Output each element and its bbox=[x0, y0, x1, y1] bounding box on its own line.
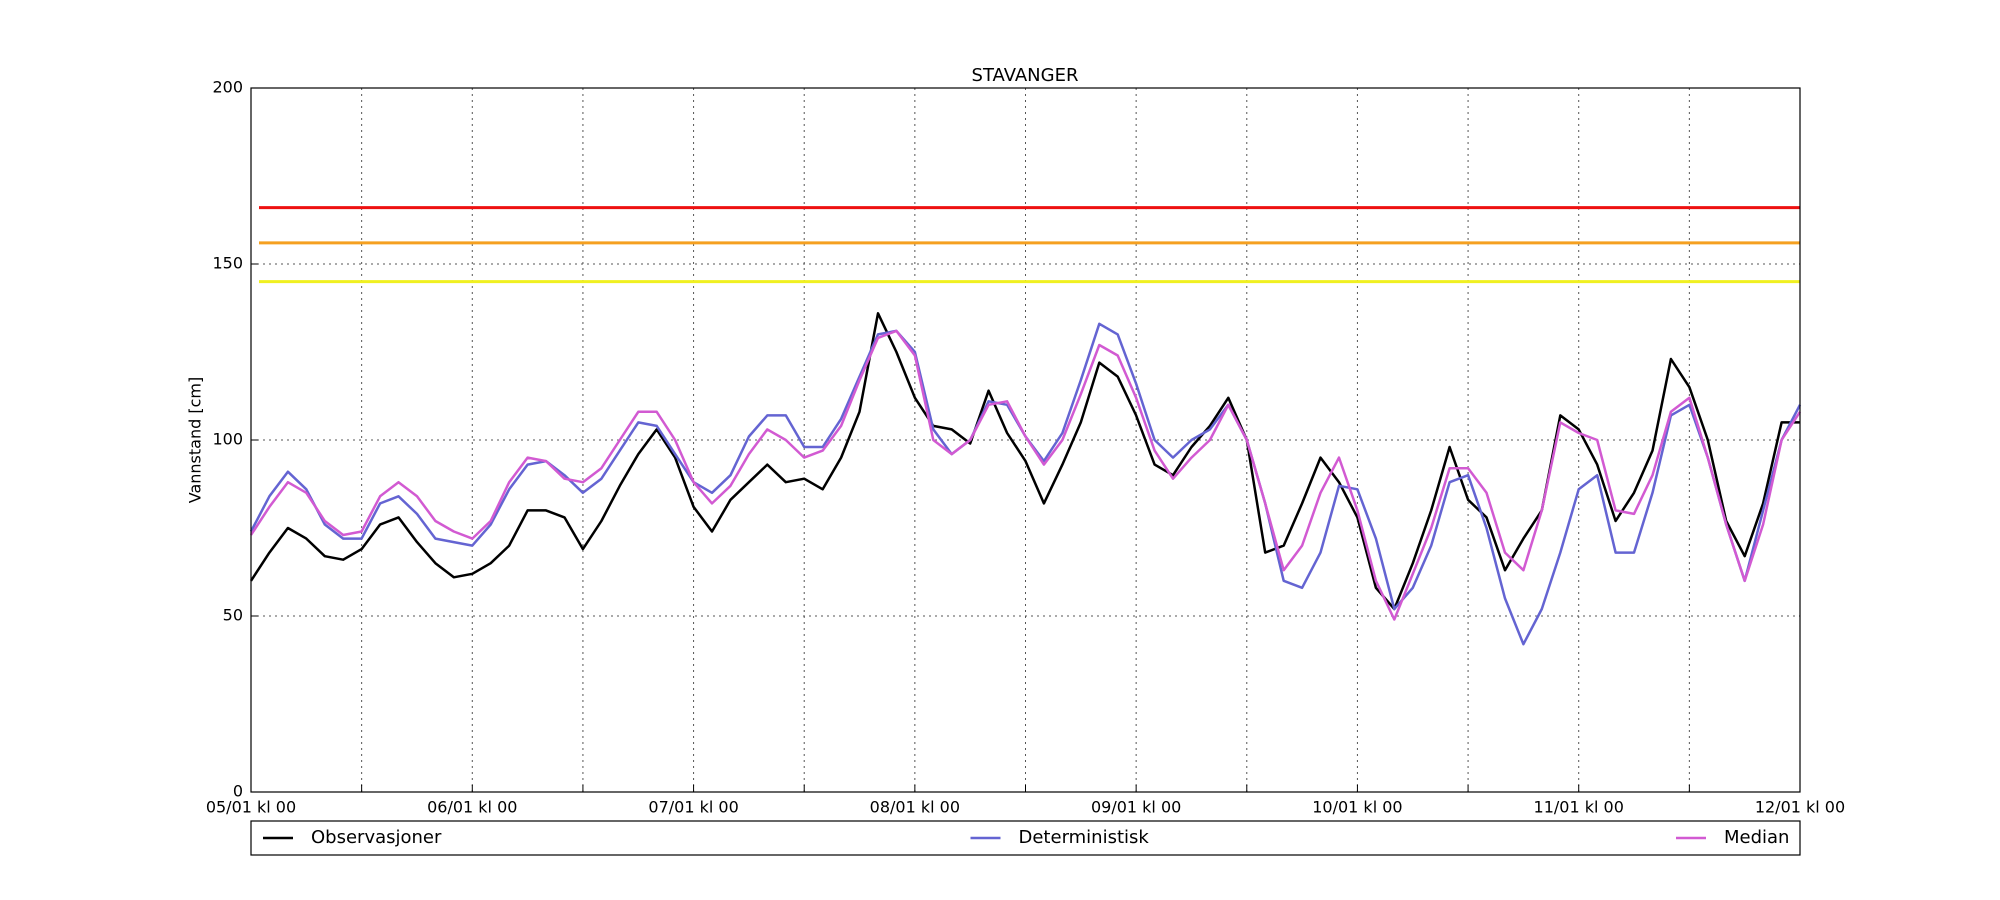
legend-box bbox=[250, 820, 1801, 856]
x-tick-label: 12/01 kl 00 bbox=[1755, 798, 1845, 817]
x-tick-label: 06/01 kl 00 bbox=[427, 798, 517, 817]
legend-label: Deterministisk bbox=[1019, 827, 1150, 848]
series-line bbox=[249, 312, 1800, 611]
y-axis-label: Vannstand [cm] bbox=[186, 377, 205, 503]
chart-title: STAVANGER bbox=[972, 65, 1079, 86]
x-tick-label: 10/01 kl 00 bbox=[1312, 798, 1402, 817]
legend-label: Median bbox=[1724, 827, 1789, 848]
x-tick-label: 07/01 kl 00 bbox=[648, 798, 738, 817]
x-tick-label: 09/01 kl 00 bbox=[1091, 798, 1181, 817]
y-tick-label: 150 bbox=[212, 254, 243, 273]
y-tick-label: 50 bbox=[223, 606, 243, 625]
series-line bbox=[249, 329, 1802, 621]
x-tick-label: 11/01 kl 00 bbox=[1534, 798, 1624, 817]
x-tick-label: 05/01 kl 00 bbox=[206, 798, 296, 817]
y-tick-label: 0 bbox=[233, 782, 243, 801]
x-tick-label: 08/01 kl 00 bbox=[870, 798, 960, 817]
y-tick-label: 200 bbox=[212, 78, 243, 97]
plot-frame bbox=[250, 87, 1801, 793]
y-tick-label: 100 bbox=[212, 430, 243, 449]
legend-label: Observasjoner bbox=[311, 827, 442, 848]
